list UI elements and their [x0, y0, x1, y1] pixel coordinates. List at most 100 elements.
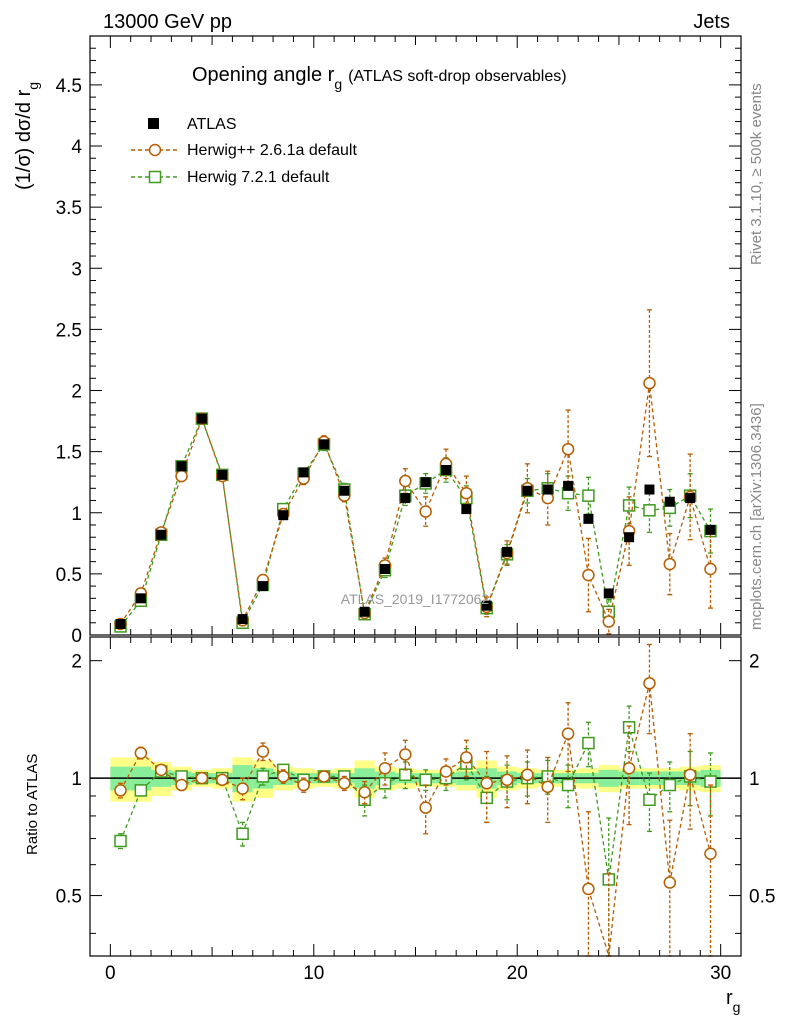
y-tick-label-lower-right: 1 [749, 769, 760, 790]
atlas-point [115, 618, 126, 629]
herwigpp-ratio-point [256, 745, 270, 758]
x-tick-label: 30 [710, 963, 731, 984]
herwigpp-ratio-point [154, 763, 168, 777]
atlas-point [522, 485, 533, 496]
upper-y-axis-title: (1/σ) dσ/d rg [13, 82, 41, 190]
herwig7-ratio-point [134, 784, 148, 797]
y-tick-label-lower-right: 0.5 [749, 887, 775, 908]
herwig7-ratio-point [399, 768, 412, 782]
analysis-watermark: ATLAS_2019_I1772062 [341, 591, 490, 607]
y-tick-label-upper: 4 [71, 137, 82, 158]
herwigpp-ratio-point [439, 765, 453, 778]
atlas-point [420, 477, 431, 488]
herwigpp-ratio-point [378, 762, 392, 775]
herwigpp-ratio-point [134, 746, 148, 760]
legend-label-herwig7: Herwig 7.2.1 default [187, 169, 330, 186]
herwigpp-upper-point [175, 469, 188, 483]
herwigpp-upper-line [119, 383, 712, 625]
atlas-point [441, 464, 452, 475]
herwigpp-ratio-point [704, 847, 717, 860]
atlas-point [502, 546, 513, 557]
herwigpp-ratio-point [317, 770, 331, 783]
y-tick-label-lower: 0.5 [56, 887, 82, 908]
legend-label-herwigpp: Herwig++ 2.6.1a default [187, 142, 357, 159]
x-axis-title-main: r [726, 987, 733, 1009]
herwig7-ratio-point [582, 736, 595, 750]
header-right: Jets [693, 11, 730, 33]
herwigpp-upper-point [582, 568, 595, 582]
atlas-point [339, 485, 350, 496]
herwigpp-upper-point [399, 474, 412, 488]
upper-panel-marks [114, 309, 717, 635]
herwigpp-ratio-point [643, 677, 656, 690]
herwigpp-upper-point [419, 505, 432, 518]
legend: ATLAS Herwig++ 2.6.1a default Herwig 7.2… [131, 116, 357, 186]
herwigpp-ratio-point [521, 768, 534, 782]
herwigpp-ratio-point [582, 882, 595, 896]
herwig7-upper-point [582, 489, 595, 502]
chart-title: Opening angle rg (ATLAS soft-drop observa… [192, 64, 567, 92]
herwigpp-upper-point [561, 442, 575, 456]
herwigpp-ratio-point [683, 768, 697, 782]
atlas-point [135, 593, 146, 604]
atlas-point [257, 581, 268, 592]
herwigpp-ratio-point [460, 751, 473, 764]
atlas-point [705, 524, 716, 535]
herwigpp-ratio-point [195, 771, 209, 785]
atlas-point [156, 529, 167, 540]
herwigpp-ratio-point [358, 786, 371, 799]
rivet-label: Rivet 3.1.10, ≥ 500k events [748, 83, 765, 265]
herwig7-ratio-point [114, 834, 127, 848]
atlas-point [196, 413, 207, 424]
herwigpp-ratio-point [541, 780, 554, 794]
herwigpp-ratio-point [622, 762, 636, 775]
herwigpp-ratio-point [277, 770, 290, 783]
atlas-point [298, 467, 309, 478]
herwigpp-ratio-point [114, 784, 127, 797]
y-tick-label-upper: 3.5 [56, 198, 82, 219]
herwig7-upper-point [622, 499, 636, 512]
y-tick-label-lower: 2 [71, 652, 82, 673]
atlas-point [563, 480, 574, 491]
atlas-point [278, 510, 289, 521]
atlas-point [685, 493, 696, 504]
herwig7-ratio-point [236, 827, 249, 841]
y-tick-label-lower-right: 2 [749, 652, 760, 673]
lower-y-axis-title: Ratio to ATLAS [24, 754, 41, 855]
herwigpp-ratio-point [419, 801, 432, 814]
chart-title-sub: g [334, 76, 342, 92]
herwigpp-upper-point [704, 562, 717, 576]
y-tick-label-upper: 0 [71, 626, 82, 647]
herwigpp-upper-point [460, 486, 473, 500]
x-tick-label: 10 [303, 963, 324, 984]
upper-y-axis-title-main: (1/σ) dσ/d r [13, 89, 35, 190]
atlas-point [481, 600, 492, 611]
atlas-point [176, 461, 187, 472]
herwigpp-ratio-point [561, 727, 575, 740]
atlas-point [542, 484, 553, 495]
herwigpp-ratio-point [500, 773, 514, 787]
axes: 0 10 20 30 0 0.5 1 1.5 2 2.5 3 3.5 4 4.5 0.5 0.5 1 1 2 2 [56, 35, 775, 984]
atlas-point [379, 563, 390, 574]
x-axis-title-sub: g [733, 999, 741, 1015]
chart-title-suffix: (ATLAS soft-drop observables) [348, 68, 566, 85]
atlas-point [217, 469, 228, 480]
mcplots-label: mcplots.cern.ch [arXiv:1306.3436] [748, 403, 765, 630]
herwigpp-ratio-point [236, 782, 249, 795]
atlas-point [664, 496, 675, 507]
atlas-point [237, 614, 248, 625]
herwig7-ratio-point [419, 773, 432, 787]
herwigpp-ratio-point [175, 778, 188, 792]
herwigpp-ratio-point [480, 777, 493, 790]
x-axis-title: rg [726, 987, 740, 1015]
herwig7-ratio-point [663, 778, 677, 792]
y-tick-label-upper: 3 [71, 259, 82, 280]
y-tick-label-upper: 2 [71, 382, 82, 403]
y-tick-label-upper: 1 [71, 504, 82, 525]
upper-y-axis-title-sub: g [25, 82, 41, 90]
herwig7-ratio-line [119, 727, 711, 880]
y-tick-label-upper: 1.5 [56, 443, 82, 464]
x-tick-label: 0 [105, 963, 116, 984]
atlas-point [583, 513, 594, 524]
